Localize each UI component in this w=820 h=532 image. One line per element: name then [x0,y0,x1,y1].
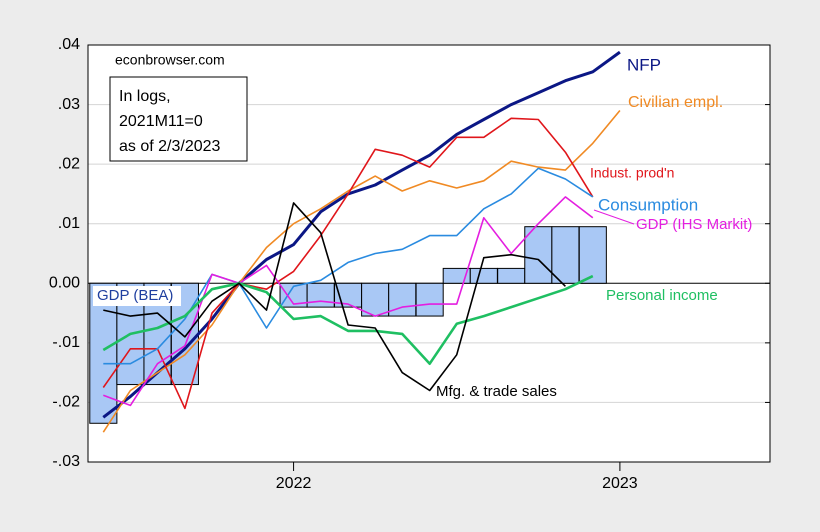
line [102,109,621,433]
annotation: as of 2/3/2023 [119,138,221,155]
bar [469,267,498,284]
source: econbrowser.com [115,52,225,68]
leader-line [593,209,635,225]
line [103,167,594,365]
line [103,202,566,392]
bar [89,282,118,424]
y-tick-label: -.03 [52,453,80,470]
y-tick-label: .04 [58,36,80,53]
x-tick-label: 2023 [602,475,638,492]
bar-label: GDP (BEA) [97,287,173,304]
bar [524,226,553,284]
series-label: Consumption [598,195,698,214]
annotation-box [109,76,248,162]
y-tick-label: .03 [58,96,80,113]
bar [306,282,335,308]
y-tick-label: 0.00 [49,275,80,292]
plot-frame [87,44,771,463]
line [102,50,621,419]
bar [497,267,526,284]
y-tick-label: -.02 [52,394,80,411]
bar [551,226,580,284]
x-tick-label: 2022 [276,475,312,492]
line [102,274,594,365]
series-label: Indust. prod'n [590,165,674,181]
line [102,117,594,410]
y-tick-label: -.01 [52,334,80,351]
series-label: Mfg. & trade sales [436,383,557,400]
series-label: NFP [627,55,661,74]
series-label: Civilian empl. [628,94,723,111]
series-label: GDP (IHS Markit) [636,216,752,233]
y-tick-label: .02 [58,155,80,172]
bar-label-box [93,286,181,306]
y-tick-label: .01 [58,215,80,232]
annotation: 2021M11=0 [119,113,203,130]
series-label: Personal income [606,287,718,304]
bar [388,282,417,317]
bar [415,282,444,317]
bar [578,226,607,284]
line-group [102,50,621,433]
line [103,196,594,407]
label-group: NFP Civilian empl. Indust. prod'n Consumpti… [93,55,752,400]
annotation: In logs, [119,88,171,105]
